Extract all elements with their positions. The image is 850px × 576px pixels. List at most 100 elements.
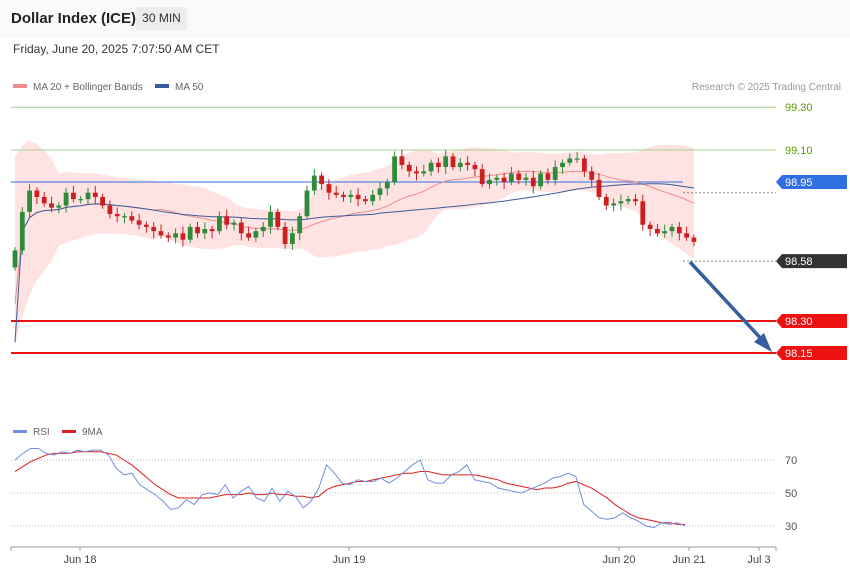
level-label-98.95: 98.95 [785,177,813,189]
candle-body [465,162,470,165]
level-tag-98.30 [776,313,847,328]
x-tick-label: Jun 18 [63,554,96,566]
candle-body [567,158,573,163]
candle-body [501,177,507,182]
candle-body [290,233,295,244]
candle-body [202,229,208,234]
candle-body [655,229,660,234]
copyright-text: Research © 2025 Trading Central [692,82,841,93]
candle-body [71,192,76,200]
ma20-legend-swatch [13,84,27,88]
timeframe-badge[interactable]: 30 MIN [136,7,187,30]
candle-body [450,156,456,168]
candle-body [253,231,259,238]
candle-body [107,205,113,215]
x-tick-label: Jul 3 [747,554,770,566]
candle-body [662,231,668,234]
level-label-99.10: 99.10 [785,145,813,157]
candle-body [618,201,624,204]
forecast-arrow-shaft [688,260,767,345]
candle-body [85,192,91,200]
candle-body [165,235,171,238]
candle-body [582,158,587,172]
candle-body [384,182,390,189]
candle-body [625,199,631,202]
level-labels: 99.30 99.10 98.95 98.58 98.30 98.15 [776,102,847,360]
candle-body [49,203,54,208]
candle-body [297,216,303,234]
candle-body [530,177,536,187]
ma50-legend-swatch [155,84,169,88]
rsi-panel: 70 50 30 [11,447,797,533]
candle-body [195,226,200,234]
candle-body [158,231,164,236]
report-datetime: Friday, June 20, 2025 7:07:50 AM CET [13,42,220,56]
candle-body [552,167,558,180]
ma50-legend-label: MA 50 [175,82,204,93]
candle-body [92,192,98,197]
candle-body [640,201,646,225]
candle-body [129,216,135,221]
candle-body [224,216,230,225]
candle-body [691,237,697,242]
candle-body [457,162,463,168]
candle-body [684,233,689,238]
candle-body [611,203,616,206]
candle-body [180,233,186,240]
candle-body [545,173,551,180]
candle-body [633,199,638,202]
candle-body [341,194,346,197]
candle-body [268,211,273,227]
candle-body [377,188,383,195]
candle-body [363,199,368,202]
candle-body [41,196,47,204]
candle-body [34,190,40,197]
level-label-98.58: 98.58 [785,256,813,268]
rsi-tick-70: 70 [785,455,797,467]
rsi-tick-30: 30 [785,521,797,533]
rsi-legend-label: RSI [33,427,50,438]
candle-body [231,222,237,225]
candle-body [333,192,339,195]
candle-body [647,224,653,230]
candle-body [275,211,281,227]
level-tag-98.15 [776,346,847,360]
candle-body [151,226,157,232]
rsi-line [14,447,686,529]
candle-body [370,194,376,202]
price-levels [11,106,776,354]
candlesticks [12,149,697,271]
candle-body [12,250,18,268]
candle-body [56,205,62,208]
candle-body [406,164,412,172]
level-label-98.15: 98.15 [785,348,813,360]
candle-body [509,173,514,182]
level-tag-98.95 [776,175,847,189]
candle-body [472,164,478,170]
candle-body [436,162,441,168]
candle-body [136,220,142,225]
ma50-line [14,183,694,343]
candle-body [676,226,682,234]
candle-body [516,173,522,180]
candle-body [304,190,310,217]
candle-body [596,179,602,197]
candle-body [428,162,434,172]
candle-body [355,194,361,200]
candle-body [27,190,32,212]
rsi-ma-legend-label: 9MA [82,427,103,438]
candle-body [669,226,675,232]
candle-body [217,216,222,232]
forecast-arrow [688,260,772,352]
candle-body [479,169,485,185]
candle-body [326,184,332,193]
candle-body [494,177,500,180]
candle-body [414,171,419,174]
candle-body [348,194,354,197]
x-axis: Jun 18 Jun 19 Jun 20 Jun 21 Jul 3 [10,547,777,566]
candle-body [523,177,529,180]
candle-body [282,226,288,244]
candle-body [238,222,244,234]
candle-body [114,214,120,217]
